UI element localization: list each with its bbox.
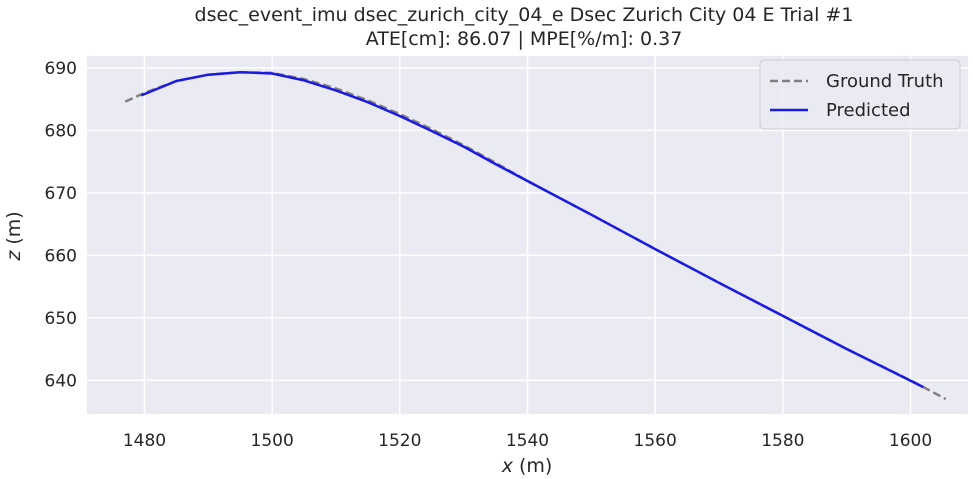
x-tick-label: 1580 (761, 431, 804, 451)
series-layer (124, 70, 947, 401)
predicted-line (140, 70, 924, 389)
y-tick-label: 640 (45, 371, 77, 391)
legend-box (759, 59, 961, 130)
y-tick-label: 690 (45, 59, 77, 79)
x-tick-label: 1600 (889, 431, 932, 451)
legend: Ground Truth Predicted (759, 59, 961, 130)
chart-subtitle: ATE[cm]: 86.07 | MPE[%/m]: 0.37 (366, 28, 683, 50)
y-tick-label: 670 (45, 184, 77, 204)
x-tick-label: 1540 (506, 431, 549, 451)
x-tick-label: 1500 (251, 431, 294, 451)
y-tick-label: 660 (45, 246, 77, 266)
y-tick-label: 680 (45, 121, 77, 141)
x-tick-label: 1480 (123, 431, 166, 451)
legend-ground-truth-label: Ground Truth (826, 71, 944, 92)
y-axis-label: z (m) (3, 211, 25, 261)
x-tick-label: 1560 (634, 431, 677, 451)
chart-title: dsec_event_imu dsec_zurich_city_04_e Dse… (195, 4, 854, 26)
x-axis-label: x (m) (501, 455, 553, 477)
x-tick-label: 1520 (378, 431, 421, 451)
legend-predicted-label: Predicted (826, 100, 911, 121)
y-tick-label: 650 (45, 309, 77, 329)
tick-labels: 1480 1500 1520 1540 1560 1580 1600 640 650 660 670… (45, 59, 933, 451)
